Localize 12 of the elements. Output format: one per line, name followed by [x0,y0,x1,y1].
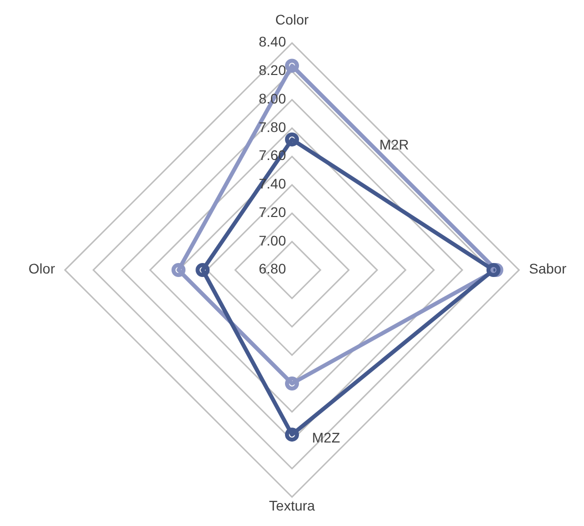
y-tick-label: 7.80 [258,118,286,135]
y-tick-label: 8.40 [258,34,286,50]
spoke-label: Color [275,12,310,28]
series-label: M2R [379,136,409,153]
y-tick-label: 6.80 [258,260,286,277]
spoke-label: Sabor [529,260,567,277]
spoke-label: Olor [28,260,56,277]
y-tick-label: 8.20 [258,62,286,78]
y-tick-label: 7.20 [258,204,286,220]
spoke-label: Textura [269,498,316,514]
y-tick-label: 7.00 [258,232,286,248]
series-label: M2Z [312,429,340,446]
